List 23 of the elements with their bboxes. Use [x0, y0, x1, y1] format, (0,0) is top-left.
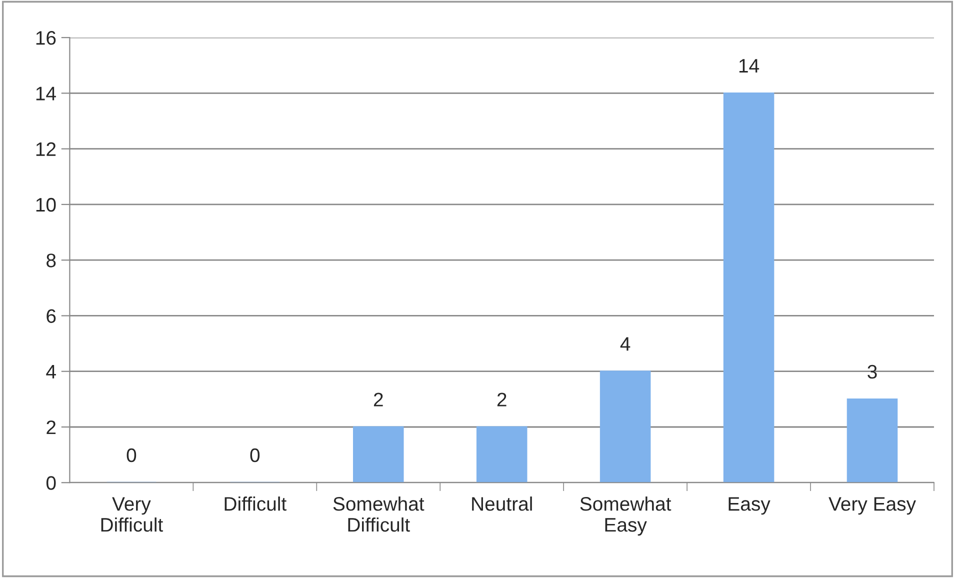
data-label: 3 — [868, 364, 877, 379]
y-tick-label: 16 — [36, 31, 56, 45]
data-label: 14 — [739, 59, 760, 72]
x-tick-label: Somewhat Difficult — [333, 496, 424, 532]
y-tick-label: 6 — [46, 309, 56, 323]
x-tick-label: Easy — [728, 497, 770, 515]
data-label: 4 — [620, 337, 630, 351]
x-tick-label: Very Easy — [828, 497, 916, 515]
y-tick-label: 2 — [46, 420, 56, 434]
y-tick-label: 8 — [46, 254, 56, 268]
y-tick-label: 10 — [36, 198, 56, 212]
y-tick-label: 12 — [36, 142, 56, 156]
x-tick-label: Somewhat Easy — [580, 496, 672, 536]
x-tick-label: Neutral — [472, 496, 532, 511]
x-tick-label: Difficult — [224, 496, 286, 511]
data-label: 0 — [250, 448, 260, 462]
data-label: 2 — [374, 392, 383, 406]
x-tick-label: Very Difficult — [101, 497, 164, 532]
y-tick-label: 14 — [36, 86, 56, 100]
y-tick-label: 0 — [46, 476, 56, 490]
data-label: 0 — [126, 448, 136, 462]
y-tick-label: 4 — [46, 365, 56, 378]
data-label: 2 — [497, 392, 506, 406]
